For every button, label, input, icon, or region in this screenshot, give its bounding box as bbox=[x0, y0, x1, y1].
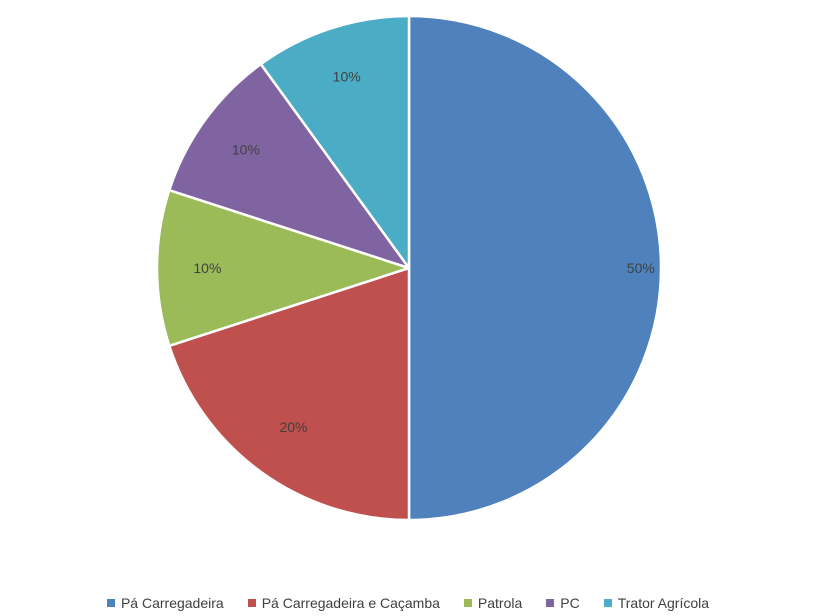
legend-item-pa-carregadeira-e-cacamba: Pá Carregadeira e Caçamba bbox=[247, 595, 440, 611]
data-label-pa-carregadeira-e-cacamba: 20% bbox=[279, 419, 307, 435]
pie-slice-pc bbox=[168, 62, 411, 270]
legend-swatch bbox=[603, 599, 612, 607]
pie-slice-trator-agricola bbox=[259, 14, 411, 270]
legend-label: Patrola bbox=[477, 595, 523, 611]
chart-legend: Pá Carregadeira Pá Carregadeira e Caçamba… bbox=[0, 592, 816, 614]
legend-item-pa-carregadeira: Pá Carregadeira bbox=[106, 595, 224, 611]
pie-slice-pa-carregadeira-e-cacamba bbox=[168, 266, 411, 522]
data-label-pa-carregadeira: 50% bbox=[627, 260, 655, 276]
data-label-patrola: 10% bbox=[193, 260, 221, 276]
legend-item-patrola: Patrola bbox=[463, 595, 523, 611]
legend-label: Pá Carregadeira e Caçamba bbox=[261, 595, 440, 611]
data-label-pc: 10% bbox=[232, 142, 260, 158]
legend-swatch bbox=[546, 599, 555, 607]
data-label-trator-agricola: 10% bbox=[333, 68, 361, 84]
legend-swatch bbox=[463, 599, 472, 607]
legend-swatch bbox=[106, 599, 115, 607]
pie-slice-patrola bbox=[155, 188, 411, 348]
legend-label: Pá Carregadeira bbox=[120, 595, 224, 611]
legend-label: Trator Agrícola bbox=[617, 595, 710, 611]
legend-label: PC bbox=[560, 595, 580, 611]
pie-slice-pa-carregadeira bbox=[407, 14, 663, 522]
pie-chart-plot: 50% 20% 10% 10% 10% bbox=[155, 14, 663, 522]
legend-item-pc: PC bbox=[546, 595, 580, 611]
legend-item-trator-agricola: Trator Agrícola bbox=[603, 595, 710, 611]
legend-swatch bbox=[247, 599, 256, 607]
